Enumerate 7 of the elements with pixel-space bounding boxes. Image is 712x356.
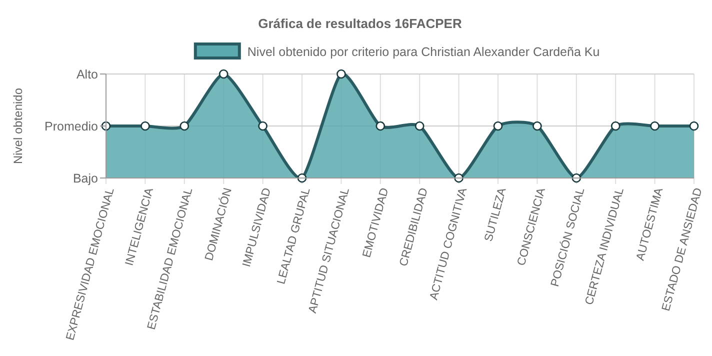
x-tick-label: LEALTAD GRUPAL — [276, 186, 313, 286]
chart-title: Gráfica de resultados 16FACPER — [258, 16, 462, 31]
text: Alto — [76, 67, 98, 82]
text: Bajo — [72, 171, 98, 186]
text: Promedio — [44, 119, 98, 134]
legend-label: Nivel obtenido por criterio para Christian Alexander Cardeña Ku — [247, 45, 600, 59]
y-axis-title: Nivel obtenido — [11, 88, 25, 164]
